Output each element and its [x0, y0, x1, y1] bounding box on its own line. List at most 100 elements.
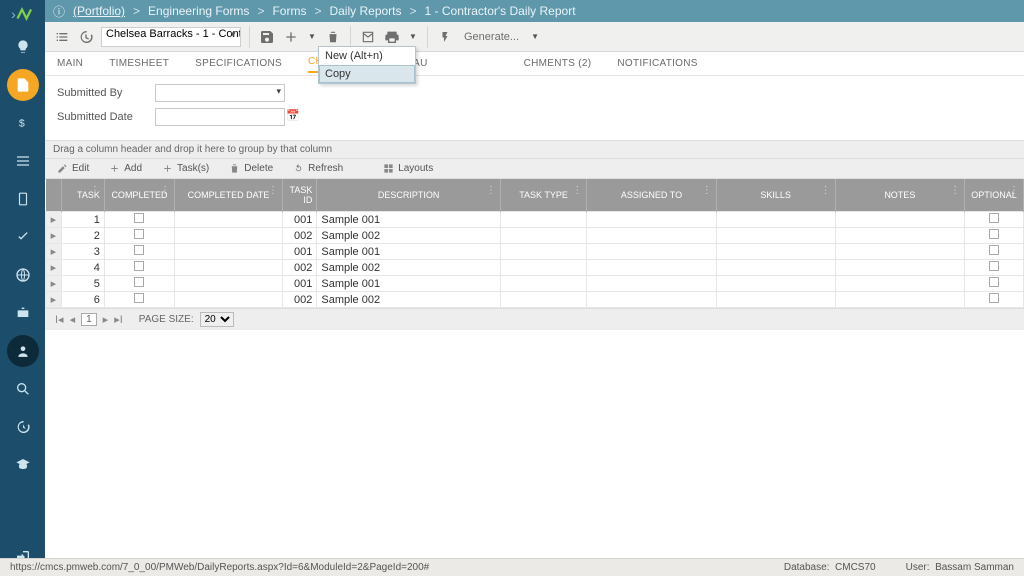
row-expand[interactable]: ▸ — [46, 244, 62, 260]
table-row[interactable]: ▸5001Sample 001 — [46, 276, 1024, 292]
sidebar-cost-icon[interactable]: $ — [7, 107, 39, 139]
svg-text:$: $ — [18, 118, 24, 130]
record-selector[interactable]: Chelsea Barracks - 1 - Contractor's D — [101, 27, 241, 47]
bc-portfolio[interactable]: (Portfolio) — [73, 4, 125, 18]
save-icon[interactable] — [258, 28, 276, 46]
table-row[interactable]: ▸1001Sample 001 — [46, 212, 1024, 228]
cell-description: Sample 002 — [317, 260, 501, 276]
grid-refresh[interactable]: Refresh — [293, 163, 343, 174]
cell-completed[interactable] — [104, 292, 174, 308]
sidebar-check-icon[interactable] — [7, 221, 39, 253]
tab-attachments[interactable]: CHMENTS (2) — [524, 58, 592, 69]
grid-toolbar: Edit Add Task(s) Delete Refresh Layouts — [45, 159, 1024, 179]
tab-specs[interactable]: SPECIFICATIONS — [195, 58, 282, 69]
tab-notifications[interactable]: NOTIFICATIONS — [617, 58, 697, 69]
left-sidebar: › $ — [0, 0, 45, 576]
cell-optional[interactable] — [965, 260, 1024, 276]
generate-caret[interactable]: ▼ — [529, 32, 541, 41]
info-icon[interactable]: ⓘ — [53, 3, 65, 20]
cell-optional[interactable] — [965, 212, 1024, 228]
cell-description: Sample 001 — [317, 212, 501, 228]
cell-optional[interactable] — [965, 228, 1024, 244]
cell-completed[interactable] — [104, 260, 174, 276]
bc-l2[interactable]: Forms — [272, 4, 306, 18]
menu-new[interactable]: New (Alt+n) — [319, 47, 415, 65]
sidebar-expand-icon[interactable]: › — [11, 4, 34, 28]
pager-next[interactable]: ▸ — [103, 313, 109, 326]
delete-icon[interactable] — [324, 28, 342, 46]
cell-task-id: 002 — [283, 292, 317, 308]
cell-description: Sample 001 — [317, 244, 501, 260]
cell-task: 4 — [61, 260, 104, 276]
filter-area: Submitted By Submitted Date — [45, 76, 1024, 140]
cell-description: Sample 001 — [317, 276, 501, 292]
cell-description: Sample 002 — [317, 292, 501, 308]
print-caret[interactable]: ▼ — [407, 32, 419, 41]
cell-task-id: 002 — [283, 260, 317, 276]
cell-task-id: 002 — [283, 228, 317, 244]
pager: I◂ ◂ 1 ▸ ▸I PAGE SIZE: 20 — [45, 308, 1024, 330]
cell-completed[interactable] — [104, 228, 174, 244]
row-expand[interactable]: ▸ — [46, 228, 62, 244]
menu-copy[interactable]: Copy — [319, 65, 415, 83]
add-caret[interactable]: ▼ — [306, 32, 318, 41]
breadcrumb: ⓘ (Portfolio) > Engineering Forms > Form… — [45, 0, 1024, 22]
mail-icon[interactable] — [359, 28, 377, 46]
generate-button[interactable]: Generate... — [460, 29, 523, 45]
sidebar-list-icon[interactable] — [7, 145, 39, 177]
sidebar-bulb-icon[interactable] — [7, 31, 39, 63]
submitted-by-input[interactable] — [155, 84, 285, 102]
grid-layouts[interactable]: Layouts — [383, 163, 433, 174]
cell-optional[interactable] — [965, 244, 1024, 260]
pager-first[interactable]: I◂ — [55, 313, 64, 326]
checklist-grid: TASK⋮ COMPLETED⋮ COMPLETED DATE⋮ TASK ID… — [45, 179, 1024, 308]
table-row[interactable]: ▸4 002Sample 002 — [46, 260, 1024, 276]
bolt-icon[interactable] — [436, 28, 454, 46]
pager-last[interactable]: ▸I — [114, 313, 123, 326]
submitted-date-input[interactable] — [155, 108, 285, 126]
row-expand[interactable]: ▸ — [46, 276, 62, 292]
row-expand[interactable]: ▸ — [46, 212, 62, 228]
cell-completed-date — [175, 244, 283, 260]
cell-completed-date — [175, 212, 283, 228]
history-icon[interactable] — [77, 28, 95, 46]
tab-timesheet[interactable]: TIMESHEET — [109, 58, 169, 69]
sidebar-user-icon[interactable] — [7, 335, 39, 367]
table-row[interactable]: ▸3 001Sample 001 — [46, 244, 1024, 260]
table-row[interactable]: ▸6002Sample 002 — [46, 292, 1024, 308]
cell-task-id: 001 — [283, 212, 317, 228]
row-expand[interactable]: ▸ — [46, 292, 62, 308]
pager-prev[interactable]: ◂ — [70, 313, 76, 326]
cell-completed[interactable] — [104, 212, 174, 228]
grid-tasks[interactable]: Task(s) — [162, 163, 209, 174]
cell-optional[interactable] — [965, 276, 1024, 292]
grid-delete[interactable]: Delete — [229, 163, 273, 174]
col-menu[interactable]: ⋮ — [90, 185, 100, 196]
cell-optional[interactable] — [965, 292, 1024, 308]
sidebar-search-icon[interactable] — [7, 373, 39, 405]
sidebar-history-icon[interactable] — [7, 411, 39, 443]
add-icon[interactable] — [282, 28, 300, 46]
sidebar-briefcase-icon[interactable] — [7, 297, 39, 329]
page-size-select[interactable]: 20 — [200, 312, 234, 327]
list-icon[interactable] — [53, 28, 71, 46]
tabs: MAIN TIMESHEET SPECIFICATIONS CHECKLISTS… — [45, 52, 1024, 76]
pager-current: 1 — [81, 313, 97, 326]
print-icon[interactable] — [383, 28, 401, 46]
bc-l1[interactable]: Engineering Forms — [148, 4, 249, 18]
table-row[interactable]: ▸2002Sample 002 — [46, 228, 1024, 244]
grid-edit[interactable]: Edit — [57, 163, 89, 174]
bc-l3[interactable]: Daily Reports — [329, 4, 401, 18]
tab-main[interactable]: MAIN — [57, 58, 83, 69]
sidebar-grad-icon[interactable] — [7, 449, 39, 481]
grid-add[interactable]: Add — [109, 163, 142, 174]
cell-task-id: 001 — [283, 244, 317, 260]
row-expand[interactable]: ▸ — [46, 260, 62, 276]
cell-task: 3 — [61, 244, 104, 260]
sidebar-forms-icon[interactable] — [7, 69, 39, 101]
cell-completed[interactable] — [104, 276, 174, 292]
sidebar-globe-icon[interactable] — [7, 259, 39, 291]
sidebar-device-icon[interactable] — [7, 183, 39, 215]
cell-completed[interactable] — [104, 244, 174, 260]
group-hint[interactable]: Drag a column header and drop it here to… — [45, 140, 1024, 159]
